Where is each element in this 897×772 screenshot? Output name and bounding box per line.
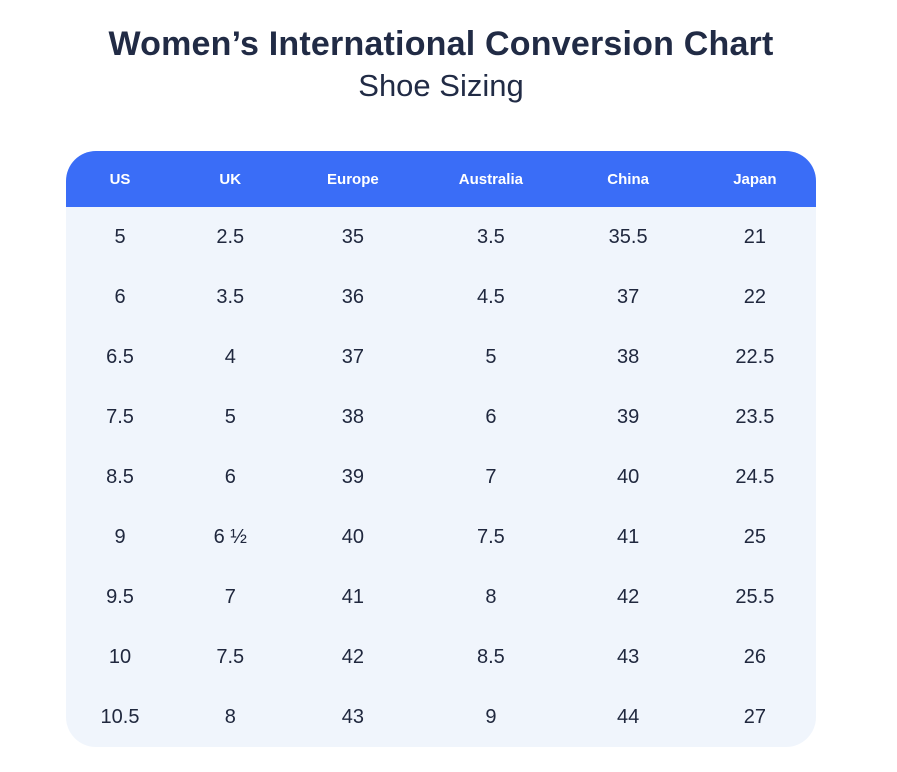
page-title: Women’s International Conversion Chart: [108, 25, 774, 63]
column-header-uk: UK: [219, 170, 242, 188]
table-row: 10.5 8 43 9 44 27: [66, 687, 816, 747]
size-cell: 6: [485, 405, 497, 428]
size-cell: 43: [617, 645, 640, 668]
size-cell: 35: [341, 225, 364, 248]
page-subtitle: Shoe Sizing: [358, 68, 524, 104]
size-cell: 38: [341, 405, 364, 428]
table-row: 5 2.5 35 3.5 35.5 21: [66, 207, 816, 267]
size-cell: 25: [743, 525, 766, 548]
size-cell: 8: [224, 705, 236, 728]
column-header-australia: Australia: [458, 170, 523, 188]
size-cell: 22.5: [735, 345, 775, 368]
size-cell: 7: [224, 585, 236, 608]
size-cell: 37: [617, 285, 640, 308]
size-cell: 6 ½: [213, 525, 247, 548]
size-cell: 8.5: [476, 645, 505, 668]
size-cell: 6: [114, 285, 126, 308]
size-cell: 5: [114, 225, 126, 248]
size-cell: 7: [485, 465, 497, 488]
size-cell: 42: [617, 585, 640, 608]
size-cell: 41: [617, 525, 640, 548]
size-cell: 44: [617, 705, 640, 728]
table-row: 7.5 5 38 6 39 23.5: [66, 387, 816, 447]
table-row: 10 7.5 42 8.5 43 26: [66, 627, 816, 687]
size-cell: 35.5: [608, 225, 648, 248]
conversion-table: US UK Europe Australia China Japan 5 2.5 35 3.5 3…: [66, 151, 816, 748]
shoe-size-table: US UK Europe Australia China Japan 5 2.5 35 3.5 3…: [66, 151, 816, 748]
size-cell: 9.5: [106, 585, 134, 608]
size-cell: 43: [341, 705, 364, 728]
table-row: 6.5 4 37 5 38 22.5: [66, 327, 816, 387]
content-area: Women’s International Conversion Chart S…: [66, 25, 816, 748]
size-cell: 21: [743, 225, 766, 248]
column-header-china: China: [607, 170, 649, 188]
table-row: 9 6 ½ 40 7.5 41 25: [66, 507, 816, 567]
size-cell: 24.5: [735, 465, 775, 488]
size-cell: 5: [485, 345, 497, 368]
size-cell: 6.5: [106, 345, 134, 368]
size-cell: 3.5: [476, 225, 505, 248]
column-header-us: US: [109, 170, 131, 188]
column-header-europe: Europe: [327, 170, 379, 188]
table-body: 5 2.5 35 3.5 35.5 21 6 3.5 36 4.5 37 22 6.5 4 37 5 38 22.…: [66, 207, 816, 748]
size-cell: 9: [114, 525, 126, 548]
size-cell: 41: [341, 585, 364, 608]
table-row: 8.5 6 39 7 40 24.5: [66, 447, 816, 507]
size-cell: 40: [617, 465, 640, 488]
size-cell: 10: [108, 645, 132, 668]
size-cell: 26: [743, 645, 766, 668]
size-cell: 8: [485, 585, 497, 608]
page-header: Women’s International Conversion Chart S…: [66, 25, 816, 104]
size-cell: 39: [617, 405, 640, 428]
table-row: 9.5 7 41 8 42 25.5: [66, 567, 816, 627]
size-cell: 5: [224, 405, 236, 428]
size-cell: 38: [617, 345, 640, 368]
size-cell: 6: [224, 465, 236, 488]
size-cell: 37: [341, 345, 364, 368]
table-header-row: US UK Europe Australia China Japan: [66, 151, 816, 208]
size-cell: 23.5: [735, 405, 775, 428]
size-cell: 4: [224, 345, 236, 368]
size-cell: 39: [341, 465, 364, 488]
size-cell: 22: [743, 285, 766, 308]
size-cell: 3.5: [216, 285, 245, 308]
table-row: 6 3.5 36 4.5 37 22: [66, 267, 816, 327]
size-cell: 10.5: [100, 705, 140, 728]
size-cell: 36: [341, 285, 364, 308]
size-cell: 9: [485, 705, 497, 728]
size-cell: 8.5: [106, 465, 134, 488]
size-cell: 25.5: [735, 585, 775, 608]
size-cell: 2.5: [216, 225, 245, 248]
page: Women’s International Conversion Chart S…: [0, 25, 897, 772]
column-header-japan: Japan: [733, 170, 777, 188]
size-cell: 4.5: [476, 285, 505, 308]
size-cell: 7.5: [476, 525, 505, 548]
size-cell: 7.5: [216, 645, 245, 668]
size-cell: 7.5: [106, 405, 134, 428]
size-cell: 42: [341, 645, 364, 668]
size-cell: 27: [743, 705, 766, 728]
size-cell: 40: [341, 525, 364, 548]
